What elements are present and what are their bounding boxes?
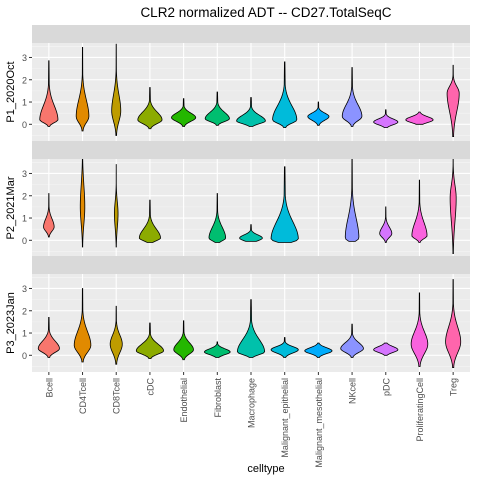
facet-strip — [32, 256, 470, 274]
violin-Bcell — [39, 60, 59, 127]
y-tick-label: 2 — [22, 306, 27, 316]
violin-Endothelial — [171, 98, 197, 127]
violin-ProliferatingCell — [411, 179, 428, 243]
violin-cDC — [138, 199, 161, 243]
x-tick-label: Endothelial — [179, 378, 189, 423]
violin-Treg — [445, 279, 462, 368]
y-tick-label: 3 — [22, 284, 27, 294]
x-tick-label: Bcell — [44, 378, 54, 398]
violin-CD8Tcell — [114, 164, 119, 248]
violin-ProliferatingCell — [410, 292, 429, 367]
violin-ProliferatingCell — [405, 111, 434, 125]
y-tick-label: 1 — [22, 214, 27, 224]
y-tick-label: 1 — [22, 329, 27, 339]
violin-Bcell — [43, 193, 55, 238]
violin-CD8Tcell — [109, 305, 123, 365]
violin-CD4Tcell — [79, 159, 86, 248]
violin-cDC — [137, 87, 163, 130]
x-tick-label: cDC — [145, 378, 155, 396]
panel-label: P2_2021Mar — [5, 176, 17, 239]
chart-title: CLR2 normalized ADT -- CD27.TotalSeqC — [140, 5, 391, 20]
violin-Malignant_epithelial — [270, 166, 299, 243]
x-tick-label: Treg — [449, 378, 459, 396]
y-tick-label: 3 — [22, 53, 27, 63]
panel-label: P1_2020Oct — [5, 61, 17, 122]
x-tick-label: CD8Tcell — [112, 378, 122, 414]
violin-NKcell — [340, 323, 364, 358]
violin-Treg — [446, 64, 460, 137]
y-tick-label: 0 — [22, 236, 27, 246]
x-tick-label: Fibroblast — [213, 378, 223, 418]
y-tick-label: 0 — [22, 120, 27, 130]
violin-Macrophage — [239, 224, 263, 242]
violin-Fibroblast — [204, 341, 231, 358]
x-tick-label: Malignant_epithelial — [280, 378, 290, 458]
panel-P3_2023Jan: 0 1 2 3 P3_2023Jan — [5, 256, 470, 375]
facet-panels: 0 1 2 3 P1_2020Oct 0 1 2 3 P2_2021Mar 0 1 2 3 P3_2023J… — [5, 25, 470, 375]
x-tick-label: Macrophage — [247, 378, 257, 428]
violin-Fibroblast — [208, 193, 227, 243]
violin-Malignant_mesothelial — [304, 342, 333, 358]
y-tick-label: 3 — [22, 169, 27, 179]
x-tick-label: Malignant_mesothelial — [314, 378, 324, 468]
violin-Malignant_epithelial — [270, 337, 299, 358]
y-tick-label: 0 — [22, 351, 27, 361]
panel-P2_2021Mar: 0 1 2 3 P2_2021Mar — [5, 141, 470, 260]
y-tick-label: 1 — [22, 98, 27, 108]
violin-Malignant_mesothelial — [307, 101, 330, 126]
x-axis: Bcell CD4Tcell CD8Tcell cDC Endothelial Fibro… — [44, 378, 458, 468]
x-tick-label: pDC — [381, 378, 391, 397]
violin-CD8Tcell — [111, 43, 122, 136]
violins — [39, 43, 460, 137]
violin-NKcell — [341, 67, 363, 127]
y-tick-label: 2 — [22, 75, 27, 85]
violin-Endothelial — [173, 320, 194, 361]
violin-Malignant_epithelial — [272, 61, 298, 129]
facet-strip — [32, 141, 470, 159]
violin-pDC — [373, 342, 399, 356]
panel-P1_2020Oct: 0 1 2 3 P1_2020Oct — [5, 25, 470, 144]
x-tick-label: NKcell — [348, 378, 358, 404]
violin-cDC — [135, 322, 164, 360]
violin-Macrophage — [236, 97, 266, 127]
x-tick-label: ProliferatingCell — [415, 378, 425, 442]
violins — [43, 159, 457, 255]
facet-strip — [32, 25, 470, 43]
y-tick-label: 2 — [22, 191, 27, 201]
violins — [37, 279, 462, 368]
violin-Fibroblast — [204, 91, 230, 126]
violin-Bcell — [37, 317, 60, 358]
x-tick-label: CD4Tcell — [78, 378, 88, 414]
violin-CD4Tcell — [75, 47, 90, 132]
violin-pDC — [379, 206, 393, 243]
violin-Macrophage — [236, 299, 266, 358]
violin-pDC — [373, 109, 399, 129]
x-axis-title: celltype — [247, 463, 284, 475]
violin-NKcell — [344, 159, 360, 242]
violin-Treg — [449, 159, 457, 255]
panel-label: P3_2023Jan — [5, 292, 17, 354]
violin-CD4Tcell — [73, 288, 92, 363]
